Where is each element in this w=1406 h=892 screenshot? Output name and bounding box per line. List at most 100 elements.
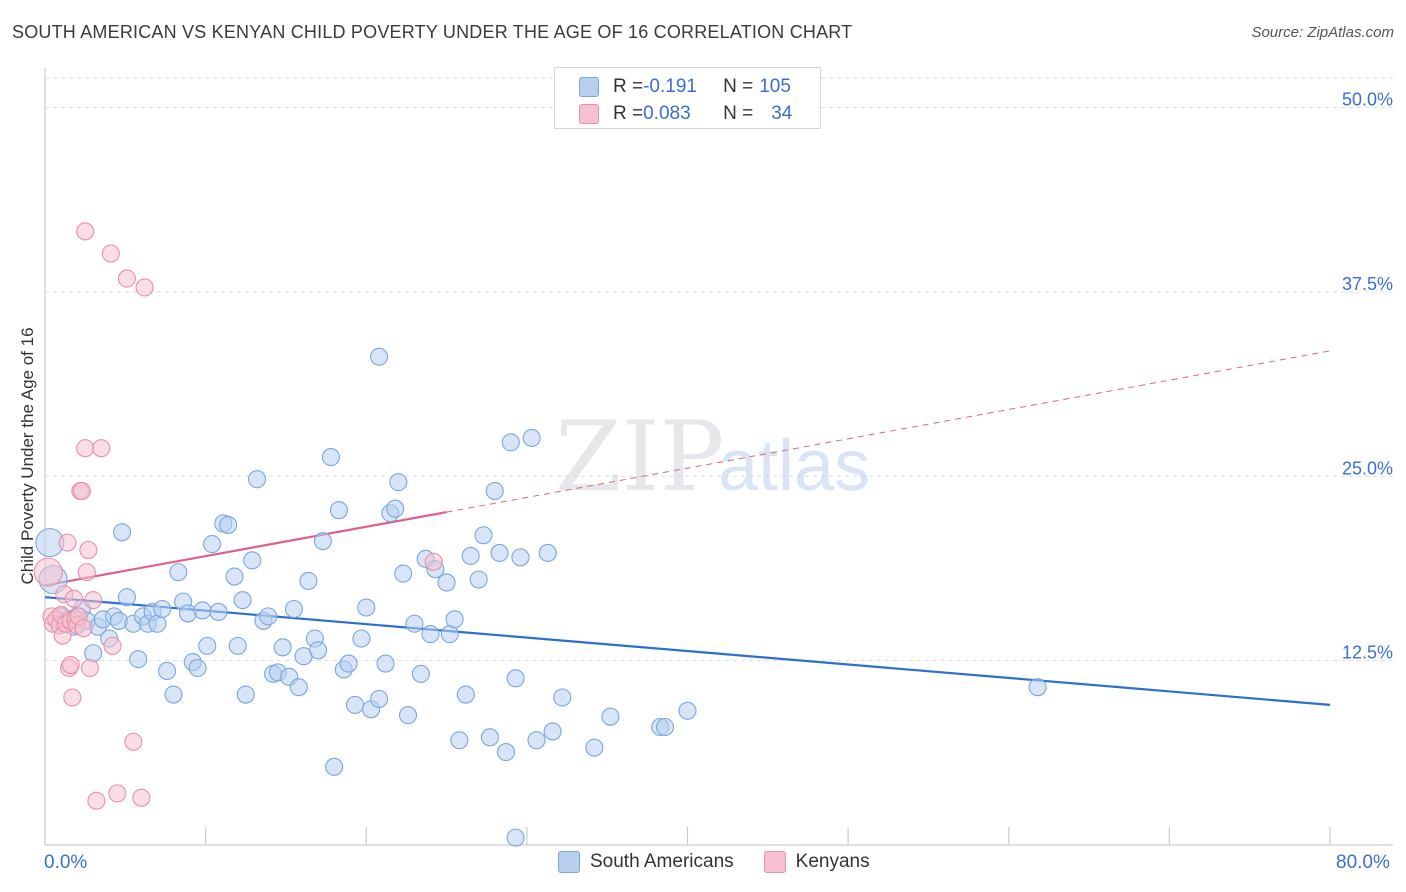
point-south-american	[389, 473, 408, 492]
point-south-american	[129, 650, 148, 669]
point-south-american	[345, 695, 365, 714]
point-kenyan	[80, 658, 100, 678]
point-south-american	[376, 654, 395, 673]
x-tick-label-max: 80.0%	[1336, 852, 1390, 873]
trend-line-kenyans-solid	[44, 511, 447, 587]
point-kenyan	[64, 589, 83, 608]
point-south-american	[370, 347, 389, 366]
point-south-american	[352, 629, 371, 648]
legend-row-kenyans: R = 0.083 N = 34	[579, 102, 792, 126]
watermark-atlas: atlas	[718, 426, 870, 506]
point-kenyan	[108, 784, 127, 803]
legend-swatch-pink	[763, 851, 786, 873]
point-kenyan	[135, 278, 154, 297]
point-south-american	[219, 515, 238, 534]
point-south-american	[480, 728, 499, 747]
point-south-american	[450, 731, 469, 750]
point-south-american	[273, 638, 292, 657]
point-kenyan	[63, 688, 82, 707]
point-south-american	[601, 707, 620, 726]
point-south-american	[469, 570, 488, 589]
point-south-american	[313, 532, 332, 551]
point-kenyan	[101, 244, 120, 263]
series-legend: South Americans Kenyans	[558, 851, 900, 873]
point-kenyan	[76, 439, 95, 458]
point-kenyan	[117, 269, 136, 288]
point-south-american	[485, 481, 504, 501]
point-kenyan	[77, 563, 96, 582]
legend-label: South Americans	[590, 851, 734, 872]
point-kenyan	[79, 540, 98, 560]
point-south-american	[198, 636, 217, 655]
point-south-american	[113, 523, 132, 542]
point-kenyan	[61, 655, 80, 675]
grid-lines	[45, 77, 1393, 662]
legend-n-label: N =	[723, 103, 754, 124]
axes	[44, 68, 1393, 846]
legend-n-value: 105	[759, 76, 791, 97]
point-south-american	[225, 567, 244, 586]
point-south-american	[325, 757, 344, 776]
point-south-american	[259, 607, 278, 626]
point-kenyan	[58, 533, 77, 552]
point-kenyan	[72, 481, 91, 501]
point-south-american	[506, 828, 525, 847]
point-south-american	[386, 499, 405, 518]
legend-swatch-pink	[579, 104, 599, 124]
point-south-american	[678, 701, 697, 720]
point-south-american	[527, 731, 546, 750]
point-kenyan	[103, 636, 122, 655]
point-kenyan	[84, 591, 103, 610]
legend-item-south-americans[interactable]: South Americans	[558, 851, 734, 873]
legend-item-kenyans[interactable]: Kenyans	[763, 851, 870, 873]
point-south-american	[233, 591, 252, 610]
point-south-american	[321, 448, 340, 467]
point-south-american	[394, 564, 413, 583]
point-south-american	[1028, 678, 1047, 697]
point-south-american	[474, 526, 493, 545]
y-tick-label: 25.0%	[1342, 458, 1393, 478]
point-south-american	[84, 644, 103, 663]
point-south-american	[421, 625, 440, 644]
point-south-american	[490, 543, 509, 563]
point-kenyan	[33, 557, 63, 587]
point-south-american	[522, 428, 541, 447]
legend-row-south-americans: R = -0.191 N = 105	[579, 75, 791, 99]
watermark: ZIP atlas	[555, 401, 870, 513]
chart-title: SOUTH AMERICAN VS KENYAN CHILD POVERTY U…	[12, 22, 853, 42]
point-south-american	[243, 551, 262, 570]
y-axis-label: Child Poverty Under the Age of 16	[18, 327, 37, 585]
point-kenyan	[424, 552, 443, 571]
point-kenyan	[76, 222, 95, 241]
point-kenyan	[74, 619, 93, 638]
point-south-american	[543, 722, 562, 741]
legend-swatch-blue	[558, 851, 580, 873]
point-south-american	[585, 738, 604, 757]
point-south-american	[188, 658, 207, 678]
point-south-american	[411, 664, 430, 683]
point-south-american	[538, 543, 557, 563]
point-south-american	[289, 678, 308, 697]
point-kenyan	[87, 791, 106, 810]
legend-r-label: R =	[613, 103, 644, 124]
point-south-american	[117, 588, 136, 607]
legend-r-value: -0.191	[643, 76, 697, 97]
legend-n-label: N =	[723, 76, 754, 97]
legend-swatch-blue	[579, 77, 599, 97]
y-tick-label: 37.5%	[1342, 274, 1393, 294]
point-south-american	[553, 688, 572, 707]
point-south-american	[456, 685, 475, 704]
point-south-american	[236, 685, 255, 704]
point-south-american	[339, 654, 358, 673]
trend-line-kenyans-dashed	[446, 350, 1331, 513]
legend-r-value: 0.083	[643, 103, 691, 124]
point-south-american	[496, 743, 516, 762]
point-kenyan	[132, 788, 151, 807]
point-south-american	[158, 661, 177, 681]
data-points	[33, 222, 1047, 847]
point-south-american	[511, 548, 530, 567]
y-tick-labels: 12.5% 25.0% 37.5% 50.0%	[1342, 90, 1393, 663]
legend-label: Kenyans	[795, 851, 870, 872]
point-south-american	[203, 535, 222, 554]
watermark-zip: ZIP	[555, 401, 724, 513]
